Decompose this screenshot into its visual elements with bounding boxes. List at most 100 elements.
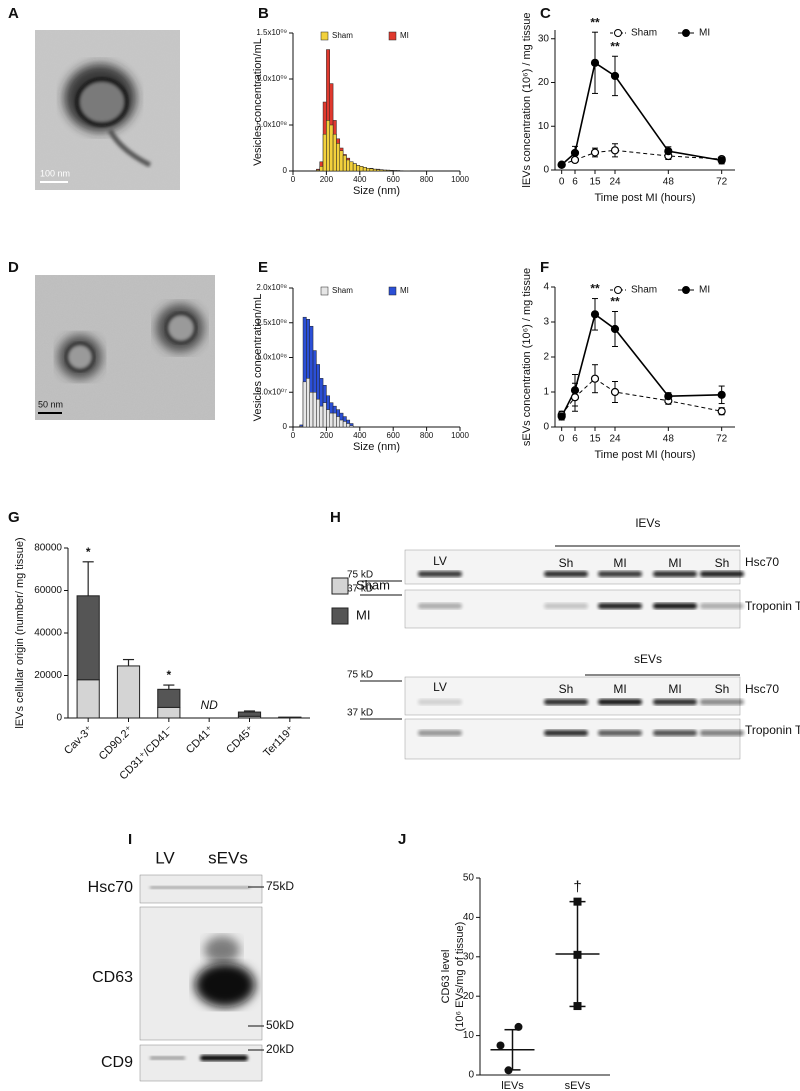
data-point: [573, 1002, 582, 1011]
data-point: [557, 160, 566, 169]
blot-band: [700, 699, 744, 705]
blot-band: [150, 886, 250, 889]
legend-label: Sham: [356, 577, 390, 592]
lane-label: LV: [155, 848, 175, 867]
lane-label: LV: [433, 680, 447, 694]
data-point: [496, 1041, 505, 1050]
y-tick-label: 1.5x10⁰⁸: [256, 318, 287, 327]
annotation: **: [590, 15, 600, 29]
blot-band: [598, 603, 642, 609]
data-point: [570, 386, 580, 395]
lane-label: MI: [613, 682, 626, 696]
protein-label: Troponin T: [745, 723, 800, 737]
data-point: [610, 387, 620, 397]
legend-marker: [682, 29, 690, 37]
x-tick-label: 0: [559, 434, 565, 445]
histogram-bar: [362, 167, 367, 172]
x-tick-label: 600: [387, 175, 401, 184]
blot-band: [150, 1056, 185, 1060]
blot-band: [700, 571, 744, 577]
blot-band: [418, 699, 462, 705]
histogram-bar: [369, 168, 374, 172]
x-axis-label: Time post MI (hours): [594, 449, 695, 461]
data-point: [590, 310, 600, 319]
histogram-bar: [339, 419, 344, 428]
protein-label: Hsc70: [745, 555, 779, 569]
y-axis-label: CD63 level: [440, 950, 452, 1004]
panel-letter: J: [398, 831, 406, 848]
blot-group-label: sEVs: [634, 652, 662, 666]
y-tick-label: 0: [468, 1070, 474, 1081]
blot-band: [204, 936, 240, 964]
blot-band: [200, 1055, 248, 1061]
histogram-bar: [332, 412, 337, 428]
y-tick-label: 4: [543, 282, 549, 293]
histogram-bar: [322, 133, 327, 172]
marker-label: 75kD: [266, 879, 294, 893]
x-tick-label: CD90.2⁺: [97, 724, 136, 763]
histogram-bar: [329, 124, 334, 172]
y-tick-label: 1.0x10⁰⁸: [256, 353, 287, 362]
legend-label: Sham: [332, 286, 353, 295]
histogram-bar: [316, 398, 320, 428]
y-tick-label: 40: [463, 912, 475, 923]
y-axis-label: lEVs cellular origin (number/ mg tissue): [14, 537, 26, 728]
data-point: [514, 1022, 523, 1031]
histogram-bar: [322, 402, 327, 428]
blot-band: [544, 730, 588, 736]
data-point: [570, 148, 580, 158]
histogram-bar: [306, 378, 310, 428]
bar-segment: [76, 595, 100, 681]
scale-bar-label: 100 nm: [40, 168, 70, 178]
y-tick-label: 2.0x10⁰⁸: [256, 283, 287, 292]
histogram-bar: [379, 169, 384, 172]
marker-label: 50kD: [266, 1018, 294, 1032]
panel-letter: I: [128, 831, 132, 848]
y-tick-label: 60000: [34, 585, 62, 596]
y-tick-label: 0: [543, 165, 549, 176]
x-tick-label: 15: [589, 177, 601, 188]
y-tick-label: 10: [463, 1030, 475, 1041]
data-point: [717, 156, 726, 165]
ladder-label: 75 kD: [347, 570, 373, 581]
histogram-bar: [319, 405, 324, 428]
histogram-bar: [359, 166, 364, 172]
legend-label: MI: [356, 607, 370, 622]
data-point: [610, 146, 620, 155]
lane-label: Sh: [715, 682, 730, 696]
x-axis-label: Time post MI (hours): [594, 192, 695, 204]
y-axis-label: sEVs concentration (10⁶) / mg tissue: [521, 268, 533, 446]
legend-swatch: [388, 31, 397, 41]
y-tick-label: 0: [56, 713, 62, 724]
data-point: [573, 897, 582, 906]
data-point: [717, 407, 726, 416]
legend-marker: [614, 286, 622, 294]
legend-label: Sham: [631, 285, 657, 296]
histogram-bar: [366, 167, 371, 172]
lane-label: MI: [668, 556, 681, 570]
histogram-bar: [389, 170, 394, 172]
x-tick-label: 72: [716, 177, 728, 188]
x-tick-label: CD41⁺: [184, 724, 217, 757]
micrograph-d: 50 nm: [35, 275, 215, 420]
data-point: [590, 148, 600, 157]
histogram-bar: [349, 161, 354, 172]
y-tick-label: 1: [543, 387, 549, 398]
histogram-bar: [312, 392, 317, 428]
x-tick-label: 0: [559, 177, 565, 188]
data-point: [610, 71, 620, 81]
data-point: [717, 390, 726, 399]
legend-label: Sham: [631, 28, 657, 39]
y-tick-label: 0: [543, 422, 549, 433]
y-tick-label: 80000: [34, 543, 62, 554]
legend-label: MI: [400, 286, 409, 295]
x-tick-label: 800: [420, 431, 434, 440]
panel-letter: A: [8, 5, 19, 22]
bar-segment: [76, 679, 100, 719]
data-point: [664, 147, 673, 156]
y-tick-label: 20000: [34, 670, 62, 681]
panel-letter: B: [258, 5, 269, 22]
lane-label: sEVs: [208, 848, 248, 867]
annotation: **: [610, 295, 620, 309]
